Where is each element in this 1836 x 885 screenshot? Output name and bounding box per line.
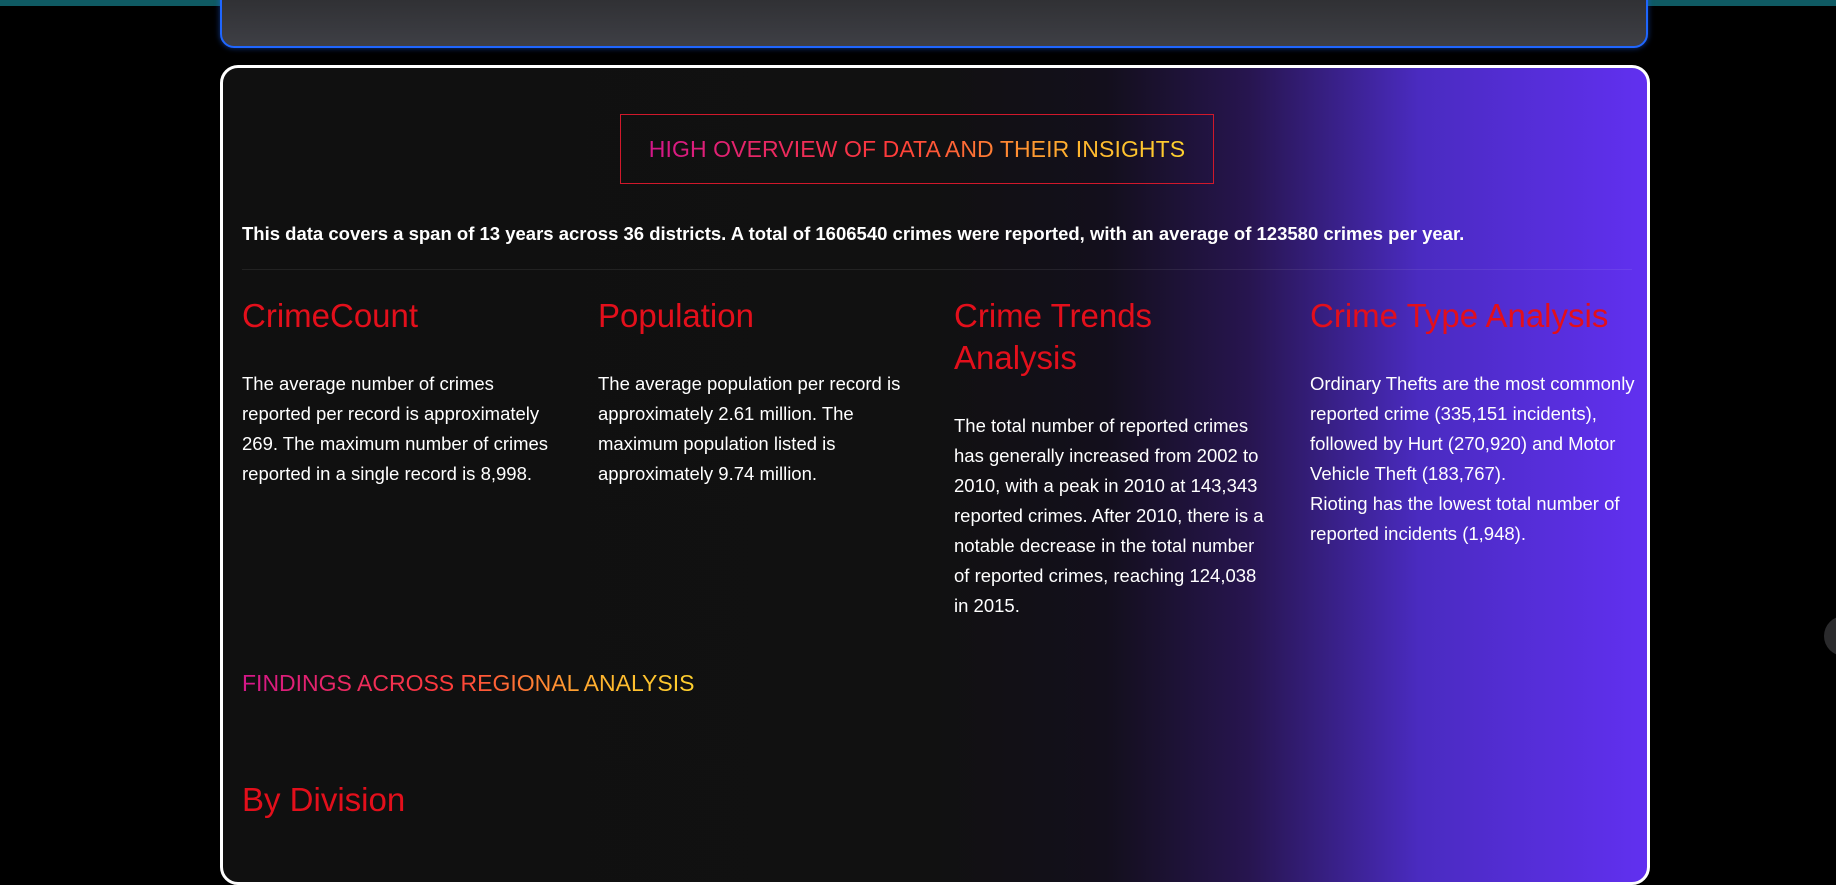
insight-text: The average population per record is app… bbox=[598, 373, 901, 484]
insight-text-line: Ordinary Thefts are the most commonly re… bbox=[1310, 373, 1635, 484]
insight-text: Ordinary Thefts are the most commonly re… bbox=[1310, 369, 1636, 549]
insight-heading: Crime Type Analysis bbox=[1310, 297, 1609, 334]
insight-text: The total number of reported crimes has … bbox=[954, 415, 1264, 616]
regional-analysis-title: FINDINGS ACROSS REGIONAL ANALYSIS bbox=[242, 670, 695, 696]
previous-section-card bbox=[220, 0, 1648, 48]
insight-crime-trends: Crime Trends Analysis The total number o… bbox=[954, 295, 1274, 621]
insight-heading: Crime Trends Analysis bbox=[954, 297, 1153, 376]
insight-crime-type: Crime Type Analysis Ordinary Thefts are … bbox=[1310, 295, 1636, 549]
insight-text-line: Rioting has the lowest total number of r… bbox=[1310, 493, 1620, 544]
overview-card: HIGH OVERVIEW OF DATA AND THEIR INSIGHTS… bbox=[220, 65, 1650, 885]
insight-heading: Population bbox=[598, 297, 754, 334]
insight-population: Population The average population per re… bbox=[598, 295, 918, 489]
data-summary: This data covers a span of 13 years acro… bbox=[242, 223, 1465, 244]
section-divider bbox=[242, 269, 1632, 270]
by-division-heading: By Division bbox=[242, 781, 406, 818]
overview-title: HIGH OVERVIEW OF DATA AND THEIR INSIGHTS bbox=[648, 135, 1186, 162]
overview-title-box: HIGH OVERVIEW OF DATA AND THEIR INSIGHTS bbox=[620, 114, 1214, 184]
insight-heading: CrimeCount bbox=[242, 297, 419, 334]
insight-crimecount: CrimeCount The average number of crimes … bbox=[242, 295, 562, 489]
scroll-to-top-button[interactable] bbox=[1824, 616, 1836, 656]
insight-text: The average number of crimes reported pe… bbox=[242, 373, 549, 484]
